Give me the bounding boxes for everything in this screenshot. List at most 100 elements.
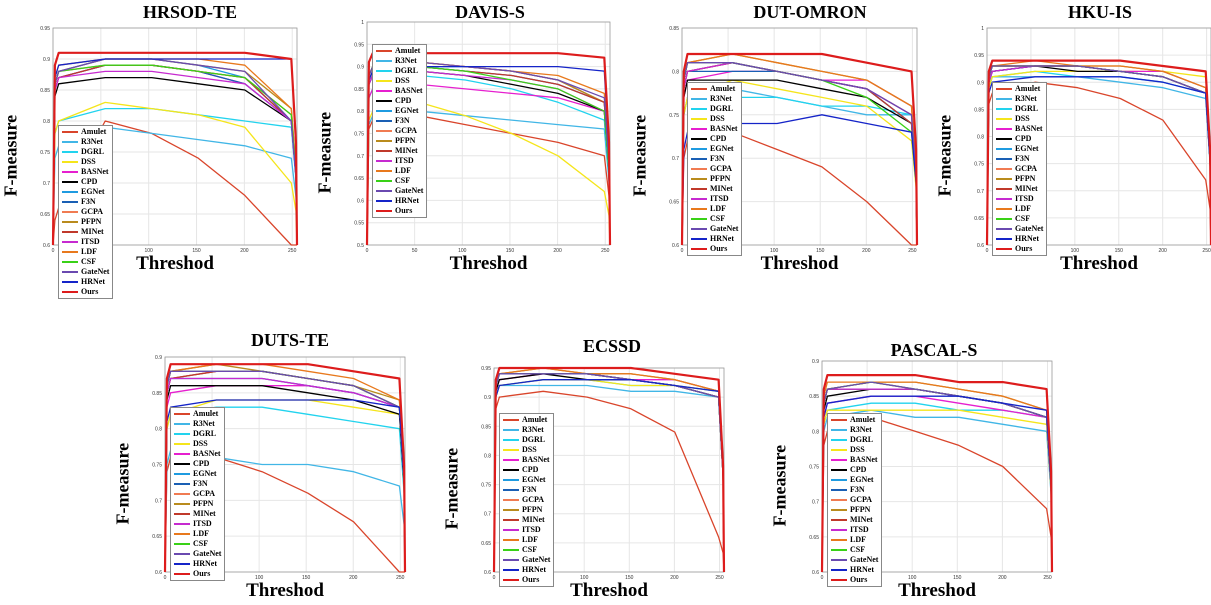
legend-swatch [831, 429, 847, 431]
x-tick-label: 100 [580, 575, 589, 581]
legend-item: CPD [503, 465, 550, 475]
series-line-dss [52, 101, 298, 246]
legend-item: ITSD [174, 519, 221, 529]
legend-label: Amulet [81, 127, 107, 136]
legend-item: GCPA [831, 495, 878, 505]
legend-label: HRNet [522, 565, 546, 574]
legend-item: CSF [503, 545, 550, 555]
legend-item: LDF [996, 204, 1043, 214]
legend-item: HRNet [831, 565, 878, 575]
legend-label: BASNet [395, 86, 423, 95]
legend-swatch [691, 88, 707, 90]
legend-item: DGRL [376, 66, 423, 76]
legend-item: PFPN [174, 499, 221, 509]
legend-label: GateNet [522, 555, 551, 564]
legend: Amulet R3Net DGRL DSS BASNet CPD EGNet F3N GCPA P… [992, 82, 1048, 256]
legend-item: F3N [691, 154, 738, 164]
legend-label: HRNet [710, 234, 734, 243]
legend-label: R3Net [710, 94, 732, 103]
legend-swatch [996, 248, 1012, 250]
x-tick-label: 0 [681, 248, 684, 254]
legend-label: GCPA [81, 207, 104, 216]
legend-swatch [503, 429, 519, 431]
legend-label: DSS [710, 114, 725, 123]
legend-item: MINet [691, 184, 738, 194]
y-axis-label: F-measure [314, 111, 335, 193]
y-tick-label: 0.95 [481, 366, 491, 372]
legend-swatch [376, 130, 392, 132]
legend-swatch [996, 148, 1012, 150]
legend-label: GateNet [81, 267, 110, 276]
legend-label: DSS [81, 157, 96, 166]
y-tick-label: 0.75 [974, 162, 984, 168]
legend-swatch [174, 573, 190, 575]
legend-swatch [376, 110, 392, 112]
legend-label: GCPA [1015, 164, 1038, 173]
legend-swatch [376, 100, 392, 102]
legend-swatch [691, 128, 707, 130]
legend-label: MINet [1015, 184, 1038, 193]
legend-label: MINet [193, 509, 216, 518]
legend-label: F3N [522, 485, 537, 494]
legend-label: Ours [395, 206, 413, 215]
legend-label: GCPA [395, 126, 418, 135]
y-tick-label: 0.8 [484, 453, 491, 459]
legend-swatch [996, 228, 1012, 230]
legend-label: DGRL [81, 147, 105, 156]
legend-label: HRNet [193, 559, 217, 568]
x-tick-label: 200 [998, 575, 1007, 581]
legend-label: MINet [850, 515, 873, 524]
legend-item: Amulet [376, 46, 423, 56]
legend-label: F3N [850, 485, 865, 494]
y-tick-label: 0.75 [152, 463, 162, 469]
y-tick-label: 0.5 [357, 243, 364, 249]
legend-swatch [174, 543, 190, 545]
legend-label: F3N [193, 479, 208, 488]
legend-swatch [174, 523, 190, 525]
y-tick-label: 0.95 [40, 26, 50, 32]
legend-swatch [503, 579, 519, 581]
plot-area: 0.60.650.70.750.80.850.90.95050100150200… [481, 366, 726, 581]
y-tick-label: 0.7 [672, 156, 679, 162]
x-tick-label: 0 [164, 575, 167, 581]
legend-label: Amulet [710, 84, 736, 93]
legend-swatch [831, 439, 847, 441]
legend-swatch [62, 151, 78, 153]
legend-label: LDF [850, 535, 866, 544]
legend-item: Amulet [62, 127, 109, 137]
legend-item: LDF [174, 529, 221, 539]
legend-swatch [831, 539, 847, 541]
legend-swatch [174, 493, 190, 495]
legend-label: EGNet [395, 106, 419, 115]
legend-label: GCPA [193, 489, 216, 498]
legend-label: LDF [522, 535, 538, 544]
legend-swatch [62, 131, 78, 133]
plot-area: 0.60.650.70.750.80.850.9050100150200250 [152, 355, 407, 581]
chart-title: HKU-IS [1067, 2, 1132, 22]
legend-swatch [831, 419, 847, 421]
series-line-ours [492, 366, 726, 573]
legend-label: PFPN [81, 217, 102, 226]
x-tick-label: 150 [506, 248, 515, 254]
x-tick-label: 150 [816, 248, 825, 254]
legend-label: DGRL [522, 435, 546, 444]
legend-label: GateNet [710, 224, 739, 233]
legend-item: EGNet [691, 144, 738, 154]
legend-label: LDF [81, 247, 97, 256]
legend-swatch [376, 210, 392, 212]
legend: Amulet R3Net DGRL DSS BASNet CPD EGNet F3N GCPA P… [372, 44, 428, 218]
y-tick-label: 0.7 [977, 189, 984, 195]
x-tick-label: 250 [601, 248, 610, 254]
legend-label: ITSD [850, 525, 869, 534]
x-tick-label: 100 [1071, 248, 1080, 254]
legend-label: GateNet [395, 186, 424, 195]
x-tick-label: 100 [908, 575, 917, 581]
legend-item: MINet [831, 515, 878, 525]
legend-item: R3Net [503, 425, 550, 435]
legend-swatch [831, 579, 847, 581]
legend-label: GCPA [850, 495, 873, 504]
legend-label: BASNet [710, 124, 738, 133]
legend-swatch [503, 489, 519, 491]
y-tick-label: 0.9 [357, 65, 364, 71]
legend-swatch [996, 178, 1012, 180]
